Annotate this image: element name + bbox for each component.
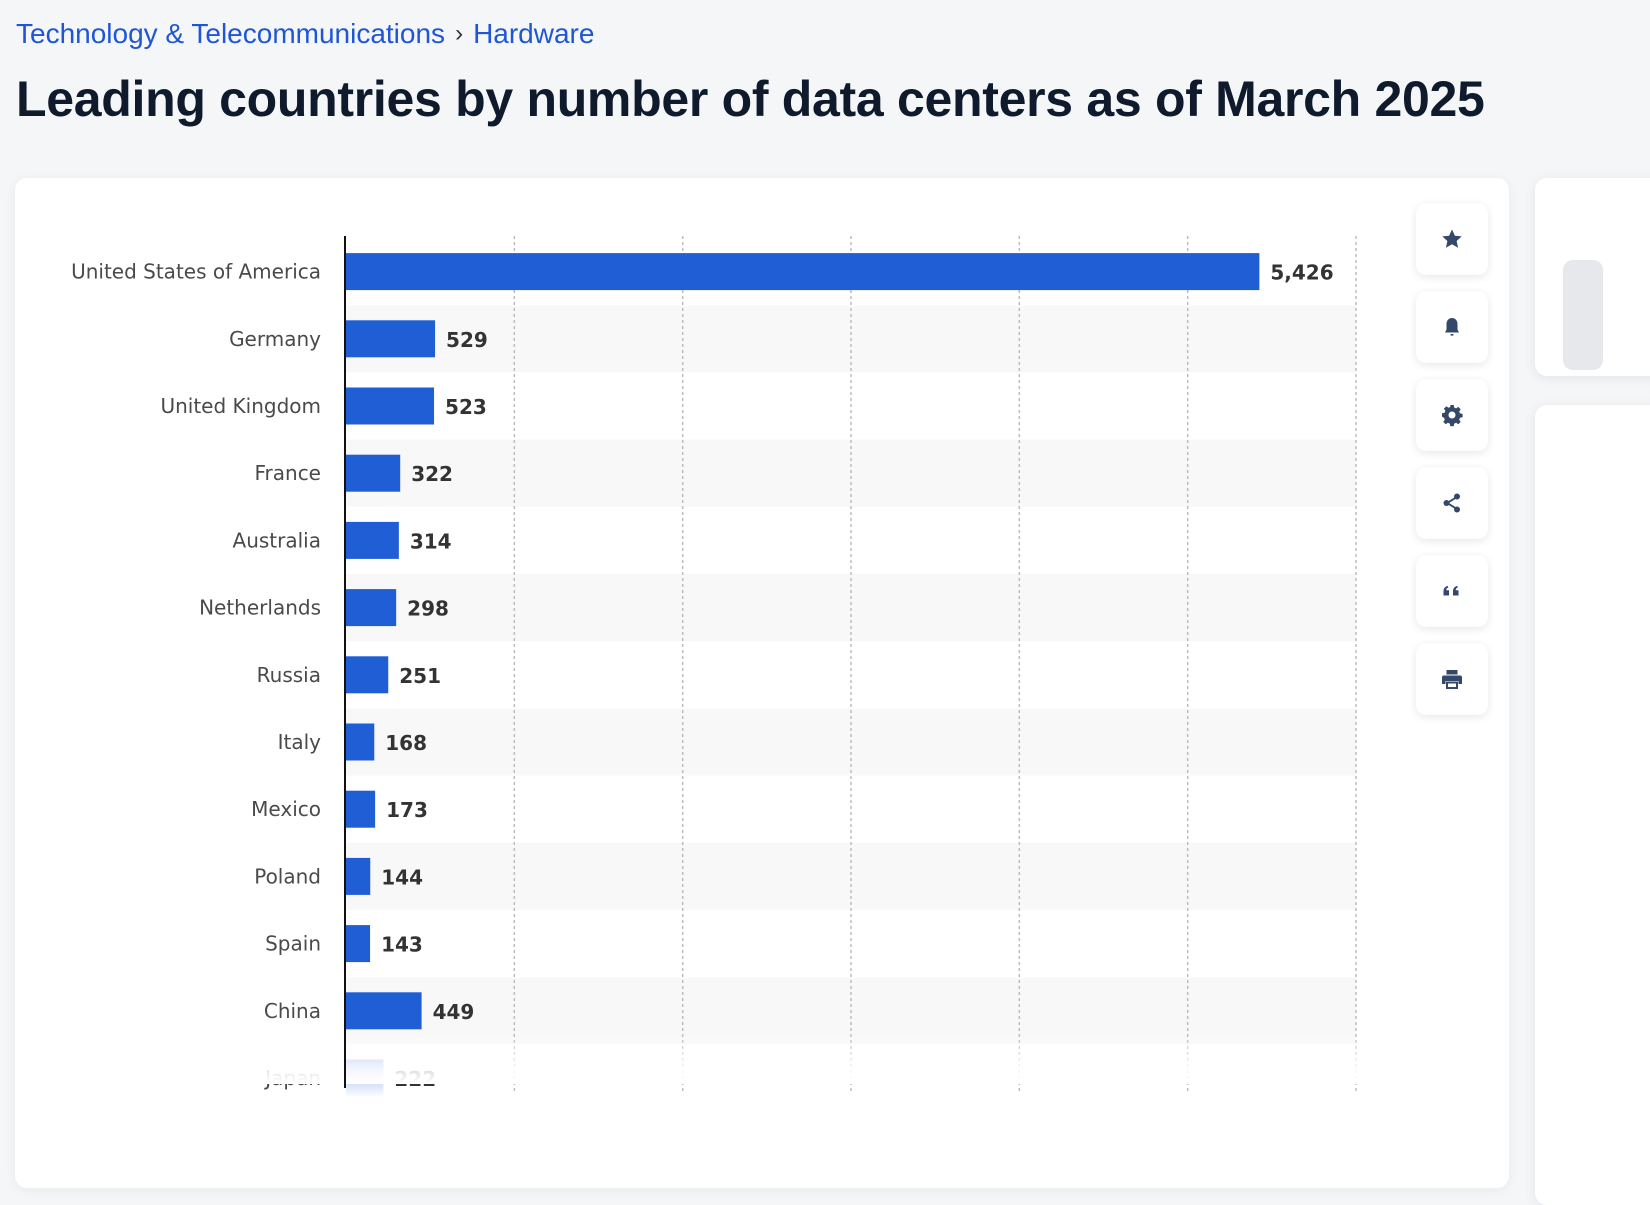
share-icon — [1443, 493, 1460, 513]
bar-chart: United States of America Germany United Ki… — [15, 236, 1395, 1097]
category-label: Italy — [278, 730, 322, 754]
favorite-button[interactable] — [1416, 203, 1488, 275]
category-label: United Kingdom — [160, 394, 321, 418]
bar[interactable] — [346, 656, 389, 694]
category-label: United States of America — [71, 260, 321, 284]
star-icon — [1442, 229, 1462, 248]
value-label: 314 — [410, 529, 452, 553]
value-label: 173 — [386, 798, 428, 822]
bar[interactable] — [346, 790, 376, 828]
quote-icon — [1443, 585, 1459, 596]
breadcrumb-separator: › — [455, 20, 464, 47]
bar[interactable] — [346, 589, 397, 627]
bar[interactable] — [346, 454, 401, 492]
printer-icon — [1442, 670, 1462, 689]
category-label: China — [264, 999, 321, 1023]
breadcrumb-link-hardware[interactable]: Hardware — [473, 18, 595, 49]
page-title: Leading countries by number of data cent… — [16, 71, 1485, 127]
value-label: 529 — [446, 328, 488, 352]
side-panel-bottom — [1535, 405, 1650, 1205]
value-label: 298 — [407, 597, 449, 621]
category-label: Australia — [233, 528, 321, 552]
print-button[interactable] — [1416, 643, 1488, 715]
value-label: 5,426 — [1270, 261, 1333, 285]
value-label: 449 — [433, 1000, 475, 1024]
bar[interactable] — [346, 857, 371, 895]
value-label: 143 — [381, 933, 423, 957]
bar[interactable] — [346, 723, 375, 761]
side-panel-control[interactable] — [1563, 260, 1603, 370]
value-label: 144 — [381, 865, 423, 889]
side-panel-top — [1535, 178, 1650, 376]
gear-icon — [1442, 405, 1463, 427]
category-label: Netherlands — [199, 596, 321, 620]
bar[interactable] — [346, 992, 422, 1030]
value-label: 322 — [411, 462, 453, 486]
share-button[interactable] — [1416, 467, 1488, 539]
settings-button[interactable] — [1416, 379, 1488, 451]
value-label: 168 — [385, 731, 427, 755]
bar[interactable] — [346, 253, 1260, 291]
notification-button[interactable] — [1416, 291, 1488, 363]
row-stripe — [346, 842, 1356, 910]
scroll-fade-overlay — [15, 1034, 1395, 1084]
bar[interactable] — [346, 925, 371, 963]
bar[interactable] — [346, 320, 436, 358]
chart-toolbar — [1416, 203, 1488, 715]
category-label: Poland — [254, 864, 321, 888]
category-label: Germany — [229, 327, 321, 351]
category-label: France — [254, 461, 321, 485]
bar[interactable] — [346, 387, 435, 425]
category-label: Mexico — [251, 797, 321, 821]
bar[interactable] — [346, 521, 399, 559]
category-label: Russia — [257, 663, 321, 687]
category-label: Spain — [265, 932, 321, 956]
breadcrumb: Technology & Telecommunications › Hardwa… — [16, 18, 594, 50]
breadcrumb-link-technology[interactable]: Technology & Telecommunications — [16, 18, 446, 49]
cite-button[interactable] — [1416, 555, 1488, 627]
value-label: 251 — [399, 664, 441, 688]
bell-icon — [1445, 318, 1459, 336]
value-label: 523 — [445, 395, 487, 419]
